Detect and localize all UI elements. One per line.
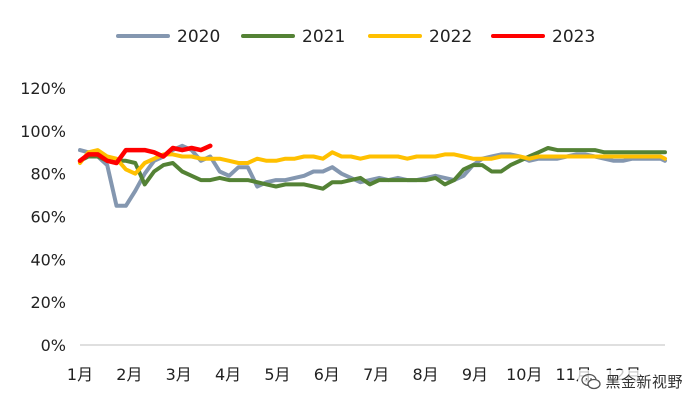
legend-label-2020: 2020 <box>177 27 220 47</box>
legend-label-2023: 2023 <box>552 27 595 47</box>
y-tick-label: 60% <box>30 208 66 227</box>
legend-label-2022: 2022 <box>429 27 472 47</box>
y-axis: 0% 20% 40% 60% 80% 100% 120% <box>20 79 66 355</box>
watermark-text: 黑金新视野 <box>605 373 683 391</box>
x-tick-label: 1月 <box>67 365 93 384</box>
x-tick-label: 4月 <box>215 365 241 384</box>
wechat-icon <box>581 373 602 389</box>
series-line-2023 <box>77 143 213 166</box>
x-tick-label: 9月 <box>462 365 488 384</box>
legend-label-2021: 2021 <box>302 27 345 47</box>
x-tick-label: 7月 <box>363 365 389 384</box>
watermark: 黑金新视野 <box>578 370 686 393</box>
series-line-2021 <box>78 146 667 191</box>
x-tick-label: 10月 <box>506 365 542 384</box>
y-tick-label: 0% <box>41 336 66 355</box>
y-tick-label: 100% <box>20 122 66 141</box>
x-tick-label: 3月 <box>166 365 192 384</box>
y-tick-label: 120% <box>20 79 66 98</box>
y-tick-label: 40% <box>30 250 66 269</box>
x-axis: 1月2月3月4月5月6月7月8月9月10月11月12月 <box>67 365 641 384</box>
legend: 2020 2021 2022 2023 <box>116 27 595 47</box>
y-tick-label: 80% <box>30 165 66 184</box>
series-line-2022 <box>78 148 667 176</box>
x-tick-label: 6月 <box>314 365 340 384</box>
x-tick-label: 8月 <box>412 365 438 384</box>
y-tick-label: 20% <box>30 293 66 312</box>
x-tick-label: 5月 <box>264 365 290 384</box>
plot-area <box>77 143 667 208</box>
x-tick-label: 2月 <box>116 365 142 384</box>
